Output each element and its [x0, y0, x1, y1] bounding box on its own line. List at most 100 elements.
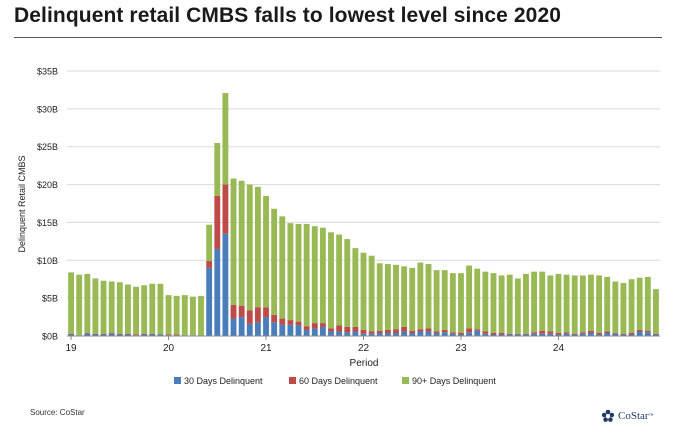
bar-segment-d60 — [384, 329, 391, 333]
bar-segment-d60 — [571, 333, 578, 335]
stacked-bar-chart: $0B $5B $10B $15B $20B $25B $30B $35B 19 20 21 22 2… — [17, 67, 660, 386]
bar-segment-d60 — [449, 332, 456, 334]
y-tick-label: $25B — [37, 142, 58, 152]
bar-segment-d60 — [133, 334, 139, 336]
bar-segment-d30 — [311, 328, 318, 336]
bar-segment-d30 — [263, 317, 269, 336]
bar-segment-d30 — [384, 332, 391, 336]
bar-segment-d90 — [287, 223, 294, 321]
bar-segment-d90 — [425, 264, 432, 329]
legend-label: 60 Days Delinquent — [299, 376, 378, 386]
x-tick-label: 23 — [455, 343, 467, 354]
y-tick-label: $30B — [37, 104, 58, 114]
bar-segment-d90 — [523, 273, 529, 334]
bar-segment-d90 — [92, 278, 99, 334]
bar-segment-d90 — [198, 295, 204, 336]
bar-segment-d30 — [482, 333, 489, 336]
bar-segment-d90 — [514, 278, 521, 334]
bar-segment-d30 — [279, 324, 286, 336]
bar-segment-d30 — [433, 332, 440, 336]
bar-segment-d90 — [246, 184, 253, 311]
bar-segment-d90 — [653, 289, 659, 334]
bar-segment-d90 — [433, 270, 440, 332]
bar-segment-d30 — [458, 334, 464, 336]
bar-segment-d60 — [425, 328, 432, 332]
bar-segment-d90 — [441, 270, 448, 330]
bar-segment-d30 — [506, 334, 513, 336]
title-divider — [14, 37, 662, 38]
bar-segment-d30 — [149, 334, 156, 336]
bar-segment-d90 — [336, 234, 343, 326]
bar-segment-d30 — [336, 331, 343, 336]
bar-segment-d90 — [579, 275, 586, 333]
bar-segment-d30 — [417, 331, 424, 336]
bar-segment-d60 — [506, 333, 513, 335]
x-tick-label: 20 — [163, 343, 175, 354]
bar-segment-d30 — [100, 334, 107, 336]
bar-segment-d90 — [230, 178, 237, 305]
bar-segment-d30 — [84, 333, 91, 336]
bar-segment-d30 — [612, 333, 619, 336]
bar-segment-d90 — [238, 180, 245, 306]
bar-segment-d60 — [84, 332, 91, 334]
bar-segment-d30 — [271, 322, 278, 336]
bar-segment-d90 — [409, 267, 416, 331]
y-tick-label: $0B — [42, 332, 58, 342]
bar-segment-d90 — [133, 286, 139, 335]
bar-segment-d60 — [441, 329, 448, 333]
bar-segment-d30 — [596, 334, 602, 336]
bar-segment-d90 — [271, 208, 278, 315]
bar-segment-d30 — [319, 326, 326, 336]
bar-segment-d90 — [596, 275, 602, 333]
bar-segment-d30 — [287, 324, 294, 336]
legend-swatch — [289, 377, 296, 384]
bar-segment-d90 — [368, 255, 375, 332]
bar-segment-d30 — [636, 331, 643, 336]
bar-segment-d60 — [409, 330, 416, 333]
bar-segment-d30 — [441, 332, 448, 336]
bar-segment-d60 — [498, 332, 505, 335]
bar-segment-d90 — [636, 277, 643, 330]
bar-segment-d30 — [531, 333, 538, 336]
bar-segment-d60 — [458, 332, 464, 335]
bar-segment-d90 — [125, 284, 131, 334]
bar-segment-d90 — [165, 295, 172, 335]
bar-segment-d60 — [368, 331, 375, 334]
bar-segment-d60 — [653, 333, 659, 335]
bar-segment-d60 — [141, 333, 148, 335]
bar-segment-d90 — [490, 273, 497, 333]
bar-segment-d60 — [214, 195, 221, 249]
bar-segment-d60 — [563, 332, 570, 334]
bar-segment-d90 — [360, 252, 367, 330]
bar-segment-d60 — [360, 329, 367, 334]
y-tick-label: $20B — [37, 180, 58, 190]
bar-segment-d30 — [125, 334, 131, 336]
bar-segment-d90 — [76, 274, 83, 336]
source-note: Source: CoStar — [30, 408, 85, 417]
y-tick-label: $35B — [37, 67, 58, 77]
bar-segment-d60 — [393, 329, 399, 333]
bar-segment-d30 — [555, 334, 562, 336]
bar-segment-d60 — [238, 305, 245, 318]
x-tick-label: 19 — [65, 343, 77, 354]
y-tick-label: $15B — [37, 218, 58, 228]
bar-segment-d90 — [303, 223, 310, 327]
bar-segment-d30 — [474, 330, 481, 336]
bar-segment-d90 — [644, 276, 651, 331]
bar-segment-d30 — [571, 334, 578, 336]
bar-segment-d30 — [490, 334, 497, 336]
bar-segment-d60 — [539, 330, 546, 334]
bar-segment-d30 — [116, 334, 123, 336]
bar-segment-d60 — [149, 333, 156, 335]
bar-segment-d30 — [92, 334, 99, 336]
bar-segment-d30 — [328, 331, 334, 336]
bar-segment-d30 — [425, 331, 432, 336]
bar-segment-d90 — [376, 263, 383, 331]
bar-segment-d60 — [555, 332, 562, 335]
bar-segment-d60 — [246, 310, 253, 324]
bar-segment-d90 — [100, 280, 107, 334]
bar-segment-d30 — [238, 317, 245, 336]
bar-segment-d30 — [368, 333, 375, 336]
bar-segment-d60 — [579, 332, 586, 334]
bar-segment-d30 — [449, 333, 456, 336]
